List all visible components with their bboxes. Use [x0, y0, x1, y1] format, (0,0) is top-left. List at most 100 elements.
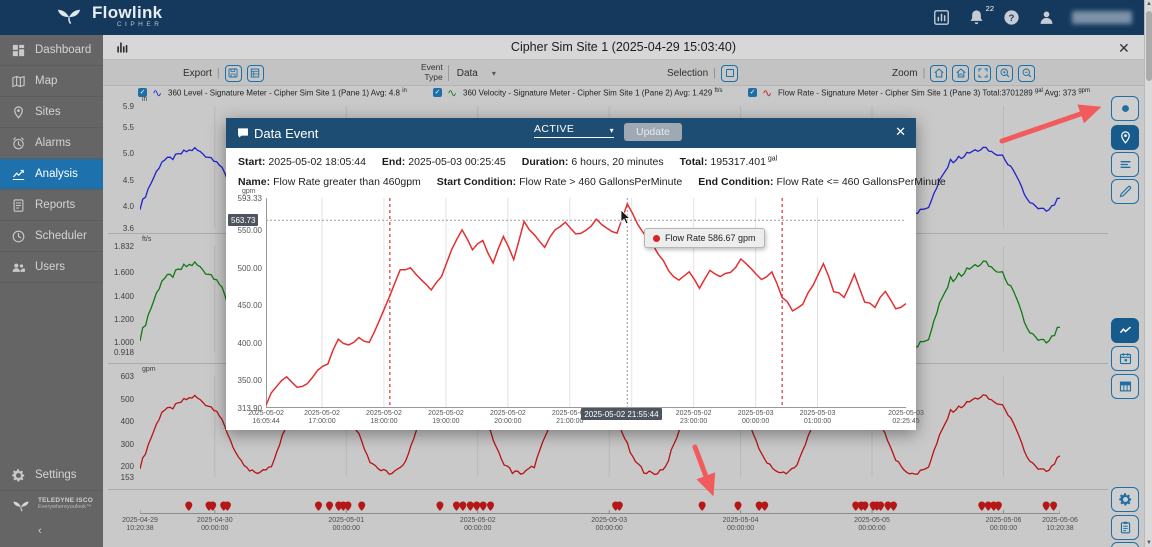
event-field: Duration: 6 hours, 20 minutes	[521, 155, 664, 168]
event-marker[interactable]	[877, 501, 885, 511]
event-marker[interactable]	[698, 501, 706, 511]
user-icon[interactable]	[1037, 8, 1056, 27]
rail-pin-button[interactable]	[1111, 125, 1139, 150]
sidebar-item-map[interactable]: Map	[0, 66, 103, 97]
pane-y-tick: 4.0	[122, 202, 134, 212]
event-marker[interactable]	[487, 501, 495, 511]
sidebar-item-settings[interactable]: Settings	[0, 460, 103, 491]
update-button[interactable]: Update	[624, 123, 682, 141]
timeline-date-label: 2025-05-01 00:00:00	[328, 517, 365, 533]
cursor-y-value-label: 563.73	[228, 214, 259, 227]
legend-item: ✓ 360 Velocity - Signature Meter - Cipher…	[433, 88, 723, 98]
timeline-date-label: 2025-04-30 00:00:00	[196, 517, 233, 533]
event-marker[interactable]	[852, 501, 860, 511]
rail-copy-button[interactable]	[1111, 542, 1139, 547]
event-marker[interactable]	[615, 501, 623, 511]
event-marker[interactable]	[978, 501, 986, 511]
selection-label: Selection	[667, 67, 709, 79]
sidebar-item-users[interactable]: Users	[0, 252, 103, 283]
pane-y-tick: 153	[120, 472, 134, 482]
rail-trend-button[interactable]	[1111, 318, 1139, 343]
rail-list-button[interactable]	[1111, 152, 1139, 177]
event-marker[interactable]	[452, 501, 460, 511]
scroll-down-icon[interactable]: ▼	[1146, 540, 1152, 546]
zoom-fullscreen-button[interactable]	[974, 64, 992, 82]
sidebar-item-label: Alarms	[35, 137, 71, 149]
panel-close-icon[interactable]: ✕	[1118, 40, 1130, 56]
teledyne-brand-text: TELEDYNE ISCO	[38, 497, 93, 504]
event-marker[interactable]	[436, 501, 444, 511]
vertical-scrollbar[interactable]: ▲ ▼	[1144, 0, 1152, 547]
event-marker[interactable]	[861, 501, 869, 511]
analysis-icon	[11, 167, 26, 182]
modal-x-tick: 2025-05-02 17:00:00	[304, 410, 340, 426]
event-marker[interactable]	[884, 501, 892, 511]
export-save-button[interactable]	[224, 64, 242, 82]
sidebar-item-alarms[interactable]: Alarms	[0, 128, 103, 159]
timeline-date-label: 2025-05-04 00:00:00	[722, 517, 759, 533]
notifications-button[interactable]: 22	[967, 4, 994, 27]
selection-box-button[interactable]	[721, 64, 738, 82]
expand-icon	[977, 67, 989, 79]
cursor-x-value-label: 2025-05-02 21:55:44	[581, 408, 662, 420]
sidebar-item-scheduler[interactable]: Scheduler	[0, 221, 103, 252]
flowlink-logo-icon	[52, 3, 86, 29]
event-marker[interactable]	[761, 501, 769, 511]
sidebar-item-dashboard[interactable]: Dashboard	[0, 35, 103, 66]
sidebar-collapse-button[interactable]: ‹	[38, 525, 42, 537]
event-marker[interactable]	[889, 501, 897, 511]
brand-subtitle: CIPHER	[116, 20, 163, 28]
event-marker[interactable]	[466, 501, 474, 511]
event-marker[interactable]	[223, 501, 231, 511]
pane-y-tick: 5.9	[122, 101, 134, 111]
event-type-select[interactable]: Data ▾	[447, 65, 496, 81]
spreadsheet-icon	[249, 67, 261, 79]
event-marker[interactable]	[479, 501, 487, 511]
legend-checkbox[interactable]: ✓	[433, 88, 442, 98]
rail-clipboard-button[interactable]	[1111, 515, 1139, 540]
sidebar-item-reports[interactable]: Reports	[0, 190, 103, 221]
scrollbar-thumb[interactable]	[1146, 11, 1152, 81]
zoom-home-button[interactable]	[930, 64, 948, 82]
pane-y-tick: 4.5	[122, 175, 134, 185]
event-marker[interactable]	[314, 501, 322, 511]
event-marker[interactable]	[473, 501, 481, 511]
scroll-up-icon[interactable]: ▲	[1146, 1, 1152, 7]
header-actions: 22 ?	[932, 0, 1132, 35]
event-marker[interactable]	[734, 501, 742, 511]
event-marker[interactable]	[984, 501, 992, 511]
modal-close-icon[interactable]: ✕	[895, 124, 906, 139]
sidebar-item-analysis[interactable]: Analysis	[0, 159, 103, 190]
rail-dot-button[interactable]	[1111, 96, 1139, 121]
event-marker[interactable]	[994, 501, 1002, 511]
event-marker[interactable]	[326, 501, 334, 511]
help-icon[interactable]: ?	[1002, 8, 1021, 27]
event-marker[interactable]	[755, 501, 763, 511]
dashboard-shortcut-icon[interactable]	[932, 8, 951, 27]
export-spreadsheet-button[interactable]	[246, 64, 264, 82]
event-marker[interactable]	[209, 501, 217, 511]
zoom-in-button[interactable]	[996, 64, 1014, 82]
event-status-select[interactable]: ACTIVE ▾	[534, 123, 614, 138]
legend-checkbox[interactable]: ✓	[138, 88, 147, 98]
event-marker[interactable]	[459, 501, 467, 511]
zoom-out-button[interactable]	[1018, 64, 1036, 82]
event-marker[interactable]	[358, 501, 366, 511]
legend-checkbox[interactable]: ✓	[748, 88, 757, 98]
zoom-home-chart-button[interactable]	[952, 64, 970, 82]
rail-pencil-button[interactable]	[1111, 179, 1139, 204]
rail-calendar-button[interactable]	[1111, 346, 1139, 371]
pane-y-tick: 1.600	[113, 268, 134, 278]
event-status-value: ACTIVE	[534, 123, 575, 135]
rail-table-button[interactable]	[1111, 374, 1139, 399]
table-icon	[1118, 379, 1133, 394]
event-marker[interactable]	[185, 501, 193, 511]
rail-gear-button[interactable]	[1111, 487, 1139, 512]
event-marker[interactable]	[344, 501, 352, 511]
legend-item: ✓ Flow Rate - Signature Meter - Cipher Si…	[748, 88, 1090, 98]
modal-header: Data Event ACTIVE ▾ Update ✕	[226, 118, 916, 148]
event-marker[interactable]	[1042, 501, 1050, 511]
sidebar-item-sites[interactable]: Sites	[0, 97, 103, 128]
pane-y-unit: ft/s	[142, 236, 152, 243]
event-marker[interactable]	[1050, 501, 1058, 511]
